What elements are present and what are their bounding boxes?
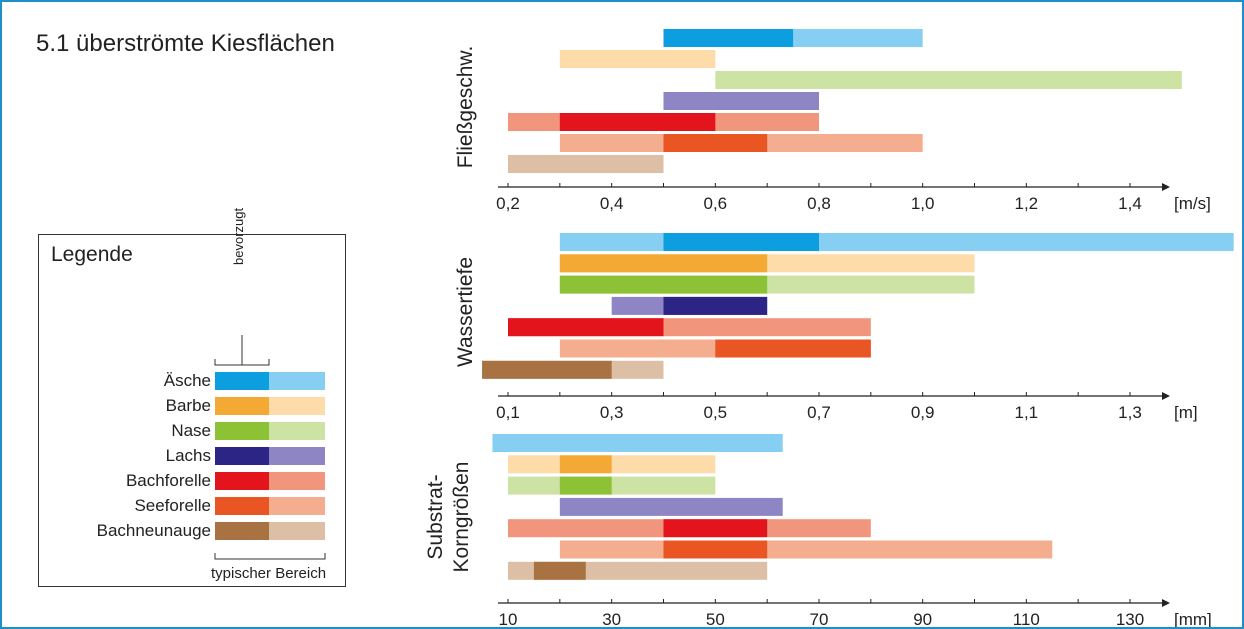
legend-swatch-preferred <box>215 497 269 515</box>
legend-swatch-preferred <box>215 522 269 540</box>
legend-swatch-typical <box>269 522 325 540</box>
x-tick-label: 0,7 <box>807 403 831 422</box>
y-axis-label-line: Korngrößen <box>450 462 473 573</box>
legend-swatch-typical <box>269 472 325 490</box>
bar-typical-3 <box>559 497 783 516</box>
chart-panel-2: 0,1 0,3 0,5 0,7 0,9 1,1 1,3 [m] Wassertiefe <box>454 233 1234 422</box>
bar-preferred-4 <box>508 318 664 337</box>
x-tick-label: 1,2 <box>1015 194 1039 213</box>
x-tick-label: 110 <box>1013 610 1040 627</box>
x-tick-label: 0,9 <box>911 403 935 422</box>
x-tick-label: 0,8 <box>807 194 831 213</box>
x-tick-label: 0,3 <box>600 403 624 422</box>
legend-swatch-preferred <box>215 372 269 390</box>
legend-swatch-typical <box>269 447 325 465</box>
legend-swatch-typical <box>269 497 325 515</box>
x-tick-label: 0,4 <box>600 194 624 213</box>
bar-preferred-4 <box>663 519 768 538</box>
x-tick-label: 1,3 <box>1118 403 1142 422</box>
legend-swatch-typical <box>269 422 325 440</box>
x-axis-unit: [m] <box>1174 403 1198 422</box>
x-tick-label: 30 <box>602 610 621 627</box>
bar-preferred-2 <box>559 275 768 294</box>
legend-item-label: Bachforelle <box>125 471 211 490</box>
bar-preferred-1 <box>559 455 612 474</box>
bar-preferred-5 <box>663 540 768 559</box>
bar-typical-0 <box>559 233 1234 251</box>
legend-item: Bachforelle <box>39 471 329 491</box>
x-tick-label: 0,1 <box>496 403 520 422</box>
x-tick-label: 1,1 <box>1015 403 1039 422</box>
legend-swatch-typical <box>269 372 325 390</box>
x-tick-label: 0,5 <box>704 403 728 422</box>
legend-item-label: Seeforelle <box>134 496 211 515</box>
legend-title: Legende <box>51 243 133 266</box>
x-axis-unit: [mm] <box>1174 610 1212 627</box>
bar-preferred-0 <box>663 29 794 47</box>
x-axis-unit: [m/s] <box>1174 194 1211 213</box>
legend-swatch-preferred <box>215 397 269 415</box>
bar-preferred-5 <box>663 134 768 152</box>
legend-item: Nase <box>39 421 329 441</box>
bar-preferred-6 <box>533 561 586 580</box>
x-axis-arrow <box>1162 183 1170 191</box>
legend-item: Barbe <box>39 396 329 416</box>
bar-typical-1 <box>559 50 716 68</box>
page-title: 5.1 überströmte Kiesflächen <box>36 30 335 57</box>
bar-preferred-1 <box>559 254 768 273</box>
bar-typical-6 <box>508 155 664 173</box>
legend-swatch-preferred <box>215 422 269 440</box>
bar-preferred-2 <box>559 476 612 495</box>
legend: Legende bevorzugt Äsche Barbe Nase Lachs Bac… <box>38 208 346 587</box>
legend-item-label: Äsche <box>163 371 211 390</box>
bar-preferred-6 <box>482 360 612 379</box>
x-axis-arrow <box>1162 599 1170 607</box>
legend-item-label: Nase <box>171 421 211 440</box>
bar-typical-0 <box>492 434 783 452</box>
bar-typical-2 <box>715 71 1182 89</box>
bar-typical-5 <box>559 540 1053 559</box>
x-tick-label: 0,6 <box>704 194 728 213</box>
bar-preferred-5 <box>715 339 871 358</box>
y-axis-label: Wassertiefe <box>454 257 477 367</box>
x-tick-label: 1,0 <box>911 194 935 213</box>
bar-typical-3 <box>663 92 819 110</box>
legend-item: Äsche <box>39 371 329 391</box>
legend-swatch-preferred <box>215 447 269 465</box>
legend-item: Seeforelle <box>39 496 329 516</box>
y-axis-label-line: Substrat- <box>424 474 447 559</box>
x-tick-label: 50 <box>706 610 725 627</box>
legend-brackets <box>214 335 326 560</box>
legend-item-label: Lachs <box>165 446 211 465</box>
x-tick-label: 10 <box>499 610 518 627</box>
legend-item-label: Bachneunauge <box>96 521 211 540</box>
x-axis-arrow <box>1162 392 1170 400</box>
x-tick-label: 70 <box>810 610 829 627</box>
x-tick-label: 90 <box>913 610 932 627</box>
x-tick-label: 1,4 <box>1118 194 1142 213</box>
legend-swatch-typical <box>269 397 325 415</box>
legend-item: Lachs <box>39 446 329 466</box>
legend-swatch-preferred <box>215 472 269 490</box>
y-axis-label: Fließgeschw. <box>454 46 477 169</box>
bar-preferred-0 <box>663 233 819 251</box>
legend-typical-label: typischer Bereich <box>211 565 327 582</box>
bar-preferred-4 <box>559 113 716 131</box>
legend-item: Bachneunauge <box>39 521 329 541</box>
chart-panel-1: 0,2 0,4 0,6 0,8 1,0 1,2 1,4 [m/s] Fließgeschw. <box>454 29 1211 213</box>
bar-preferred-3 <box>663 296 768 315</box>
x-tick-label: 130 <box>1116 610 1144 627</box>
chart-panel-3: 10 30 50 70 90 110 130 [mm] Substrat- Korngrößen <box>424 434 1212 627</box>
legend-item-label: Barbe <box>165 396 211 415</box>
x-tick-label: 0,2 <box>496 194 520 213</box>
